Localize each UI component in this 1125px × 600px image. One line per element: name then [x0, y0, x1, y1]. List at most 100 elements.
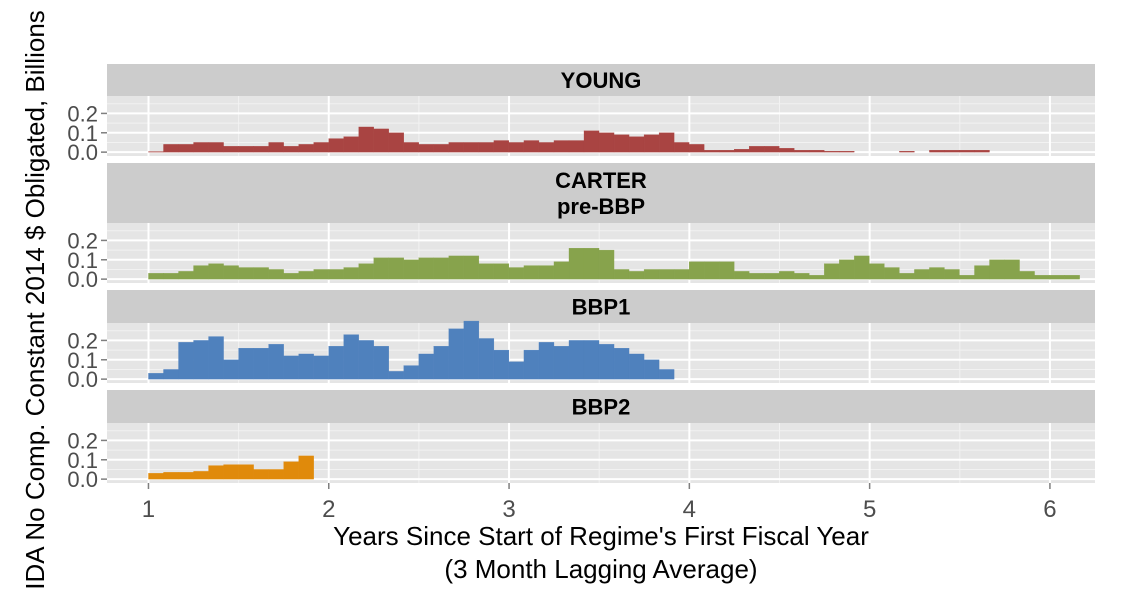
- bar: [208, 465, 224, 480]
- bar: [1019, 271, 1035, 280]
- bar: [463, 255, 480, 280]
- y-axis-title: IDA No Comp. Constant 2014 $ Obligated, …: [20, 10, 50, 590]
- bar: [628, 271, 645, 280]
- bar: [268, 269, 284, 280]
- bar: [974, 265, 990, 280]
- bar: [148, 273, 164, 280]
- bar: [658, 269, 675, 280]
- bar: [193, 340, 209, 380]
- bar: [598, 249, 615, 280]
- bar: [178, 271, 194, 280]
- bar: [268, 469, 284, 480]
- x-tick-label: 6: [1043, 496, 1056, 523]
- bar: [523, 140, 540, 153]
- bar: [508, 267, 525, 280]
- bar: [974, 150, 990, 153]
- bar: [238, 348, 254, 380]
- bar: [163, 369, 179, 380]
- bar: [493, 140, 510, 153]
- bar: [433, 144, 449, 153]
- bar: [538, 265, 555, 280]
- bar: [373, 257, 389, 280]
- y-tick-label: 0.0: [67, 467, 98, 492]
- bar: [223, 464, 239, 480]
- bar: [328, 269, 344, 280]
- bar: [688, 144, 705, 153]
- bar: [643, 269, 660, 280]
- bar: [448, 142, 465, 153]
- x-axis-title-line2: (3 Month Lagging Average): [444, 554, 757, 584]
- bar: [779, 148, 795, 153]
- bar: [568, 140, 585, 153]
- bar: [794, 150, 810, 153]
- bar: [493, 263, 510, 280]
- bar: [148, 373, 164, 380]
- bar: [268, 142, 284, 153]
- panel: YOUNG 0.00.10.2: [67, 64, 1095, 165]
- bar: [658, 369, 675, 380]
- bar: [193, 471, 209, 480]
- bar: [343, 334, 359, 380]
- bar: [463, 142, 480, 153]
- bar: [764, 146, 780, 153]
- bar: [433, 346, 449, 380]
- bar: [418, 353, 434, 380]
- bar: [854, 255, 870, 280]
- bar: [643, 359, 660, 380]
- bar: [268, 344, 284, 380]
- x-tick-label: 2: [322, 496, 335, 523]
- bar: [208, 336, 224, 380]
- panel-strip-label: YOUNG: [561, 68, 642, 93]
- bar: [989, 259, 1005, 280]
- bar: [163, 472, 179, 480]
- bar: [538, 142, 555, 153]
- bar: [538, 342, 555, 380]
- y-tick-label: 0.0: [67, 140, 98, 165]
- bar: [673, 142, 690, 153]
- bar: [929, 267, 945, 280]
- bar: [824, 263, 840, 280]
- bar: [493, 349, 510, 380]
- bar: [343, 136, 359, 153]
- bar: [914, 269, 930, 280]
- bar: [658, 132, 675, 153]
- bar: [178, 342, 194, 380]
- bar: [178, 472, 194, 480]
- bar: [598, 344, 615, 380]
- bar: [553, 261, 570, 280]
- panel-strip: [107, 290, 1095, 323]
- y-tick-label: 0.1: [67, 348, 98, 373]
- y-tick-label: 0.0: [67, 267, 98, 292]
- bar: [1064, 275, 1080, 280]
- bar: [553, 346, 570, 380]
- bar: [448, 255, 465, 280]
- bar: [388, 371, 404, 380]
- bar: [238, 464, 254, 480]
- bar: [929, 150, 945, 153]
- bar: [163, 273, 179, 280]
- bar: [688, 261, 705, 280]
- bar: [313, 142, 329, 153]
- bar: [418, 144, 434, 153]
- bar: [178, 144, 194, 153]
- bar: [794, 273, 810, 280]
- bar: [809, 150, 825, 153]
- bar: [508, 361, 525, 380]
- bar: [208, 263, 224, 280]
- bar: [163, 144, 179, 153]
- bar: [283, 355, 299, 380]
- bar: [283, 461, 299, 480]
- bar: [358, 340, 374, 380]
- bar: [749, 146, 765, 153]
- bar: [253, 348, 269, 380]
- bar: [463, 320, 480, 380]
- bar: [193, 142, 209, 153]
- bar: [734, 149, 750, 153]
- y-tick-label: 0.1: [67, 448, 98, 473]
- bar: [403, 142, 419, 153]
- y-tick-label: 0.1: [67, 248, 98, 273]
- bar: [298, 353, 314, 380]
- y-tick-label: 0.1: [67, 121, 98, 146]
- bar: [824, 151, 840, 153]
- panel-strip: [107, 163, 1095, 223]
